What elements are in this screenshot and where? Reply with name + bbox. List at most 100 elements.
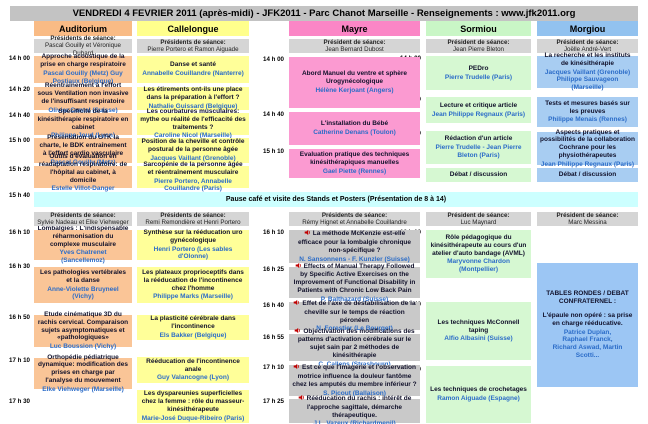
talk-box: Orthopédie pédiatrique dynamique: modifi… [34,354,132,393]
time-label: 16 h 10 [263,229,284,236]
talk-speaker: N. Forestier (Le Bourget) [316,325,393,333]
talk-title: Outils d'évaluation en réadaptation resp… [38,153,128,184]
talk-box: Lombalgies : L'indispensable réharmonisa… [34,225,132,264]
time-label: 16 h 40 [263,302,284,309]
talk-speaker: Elke Viehweger (Marseille) [42,385,124,393]
chairs-mayre-1: Président de séance: Jean Bernard Dubost [289,39,420,53]
time-label: 15 h 00 [9,137,30,144]
talk-speaker: Annabelle Couillandre (Nanterre) [142,70,244,77]
talk-speaker: Jean Philippe Regnaux (Paris) [540,160,635,168]
talk-title: Rééducation du rachis : intérêt de l'app… [306,394,412,419]
chairs-names: Jean Bernard Dubost [325,46,384,53]
talk-speaker: Philippe Joud (Lyon) [50,132,116,140]
talk-title: L'installation du Bébé [320,120,389,128]
talk-box: Lecture et critique article Jean Philipp… [426,97,531,123]
talk-box: Outils d'évaluation en réadaptation resp… [34,153,132,200]
talk-box: Aspects pratiques et possibilités de la … [537,128,638,168]
talk-title: Présentation du GTK la charte, le BDK en… [39,134,127,157]
talk-box: Réentraînement à l'effort sous Ventilati… [34,82,132,114]
talk-speaker: Anne-Violette Bruyneel (Vichy) [47,285,119,301]
talk-title: Tests et mesures basés sur les preuves [545,99,630,115]
talk-box: Est ce que l'imagerie et l'observation m… [289,364,420,397]
speaker-icon [304,229,311,239]
time-label: 16 h 55 [263,334,284,341]
talk-box: Objectivation des modifications des patt… [289,327,420,368]
talk-box: Débat / discussion [426,168,531,182]
talk-title: La plasticité cérébrale dans l'incontine… [150,315,236,331]
time-label: 14 h 20 [9,86,30,93]
talk-title: Les étirements ont-ils une place dans la… [143,86,243,102]
talk-box: Rééducation du rachis : intérêt de l'app… [289,394,420,424]
talk-title: Les pathologies vertébrales et la danse [40,268,126,284]
talk-title: Effet de l'axe de déstabilisation de la … [302,299,416,324]
talk-box: Etude cinématique 3D du rachis cervical.… [34,311,132,350]
talk-box: La plasticité cérébrale dans l'incontine… [137,315,249,340]
column-header-morgiou: Morgiou [537,21,638,36]
talk-box: Tests et mesures basés sur les preuves P… [537,97,638,127]
chairs-sormiou-1: Président de séance: Jean Pierre Bleton [426,39,531,53]
talk-title: Rédaction d'un article [444,135,513,143]
roundtable-box: TABLES RONDES / DEBAT CONFRATERNEL : L'é… [537,263,638,387]
chairs-names: Joëlle André-Vert [563,46,612,53]
talk-speaker: Nathalie Guissard (Belgique) [148,102,238,110]
chairs-names: Rémy Hignet et Annabelle Couillandre [302,219,407,226]
speaker-icon [295,262,302,272]
talk-speaker: Hélène Kerjoant (Angers) [315,86,394,94]
time-label: 14 h 40 [9,112,30,119]
talk-title: Débat / discussion [558,171,617,179]
time-label: 15 h 10 [263,148,284,155]
talk-box: PEDro Pierre Trudelle (Paris) [426,56,531,90]
talk-title: Les courbatures musculaires: mythe ou ré… [140,107,246,131]
talk-speaker: Maryvonne Chardon (Montpellier) [447,258,510,274]
chairs-callelongue-1: Présidents de séance: Pierre Portero et … [137,39,249,53]
talk-speaker: Gael Piette (Rennes) [322,167,387,175]
talk-speaker: N. Sansonnens - F. Kunzler (Suisse) [299,255,410,263]
chairs-morgiou-2: Président de séance: Marc Messina [537,212,638,226]
talk-title: PEDro [468,64,489,72]
talk-box: Effects of Manual Therapy Followed by Sp… [289,262,420,303]
talk-title: Position de la cheville et contrôle post… [141,138,245,154]
chairs-names: Jean Pierre Bleton [453,46,504,53]
roundtable-subject: L'épaule non opéré : sa prise en charge … [542,311,633,327]
chairs-label: Président de séance: [556,38,619,46]
talk-title: Les techniques McConnell taping [437,318,520,334]
talk-speaker: Pierre Trudelle (Paris) [444,73,513,81]
chairs-names: Sylvie Nadeau et Elke Viehweger [37,219,129,226]
chairs-label: Présidents de séance: [50,211,116,219]
talk-box: Les étirements ont-ils une place dans la… [137,86,249,110]
column-header-callelongue: Callelongue [137,21,249,36]
talk-box: Les pathologies vertébrales et la danse … [34,267,132,303]
talk-title: Abord Manuel du ventre et sphère Urogyné… [301,70,408,86]
chairs-names: Marc Messina [568,219,607,226]
chairs-label: Président de séance: [323,38,386,46]
talk-title: Aspects pratiques et possibilités de la … [540,128,635,159]
talk-title: Débat / discussion [449,171,508,179]
talk-title: Les techniques de crochetages [430,386,527,394]
talk-speaker: S. Picout (Ballaison) [323,389,386,397]
roundtable-title: TABLES RONDES / DEBAT CONFRATERNEL : [546,290,629,306]
page-title: VENDREDI 4 FEVRIER 2011 (après-midi) - J… [10,6,638,21]
column-header-auditorium: Auditorium [34,21,132,36]
time-label: 14 h 00 [263,56,284,63]
chairs-label: Présidents de séance: [160,211,226,219]
talk-speaker: Caroline Nicol (Marseille) [154,132,232,140]
talk-title: Synthèse sur la rééducation uro gynécolo… [143,228,243,244]
talk-box: Abord Manuel du ventre et sphère Urogyné… [289,57,420,108]
chairs-names: Pascal Gouilly et Véronique Dubard [44,42,121,57]
roundtable-panelists: Patrice Duplan, Raphael Franck, Richard … [552,328,623,359]
talk-title: Spécificité de la kinésithérapie respira… [37,107,129,131]
time-label: 14 h 40 [263,111,284,118]
talk-title: Effects of Manual Therapy Followed by Sp… [293,262,416,294]
talk-speaker: Guy Valancogne (Lyon) [157,374,229,382]
talk-box: Rédaction d'un article Pierre Trudelle -… [426,131,531,164]
talk-speaker: P. Balthazard (Suisse) [320,295,389,303]
time-label: 15 h 20 [9,166,30,173]
talk-title: Les dyspareunies superficielles chez la … [141,390,245,413]
talk-box: Synthèse sur la rééducation uro gynécolo… [137,228,249,261]
talk-speaker: Henri Portero (Les sables d'Olonne) [153,245,233,261]
talk-box: Evaluation pratique des techniques kinés… [289,149,420,178]
chairs-names: Remi Remondière et Henri Portero [145,219,241,226]
time-label: 16 h 10 [9,229,30,236]
talk-title: Danse et santé [170,61,216,69]
chairs-auditorium-1: Présidents de séance: Pascal Gouilly et … [34,35,132,57]
